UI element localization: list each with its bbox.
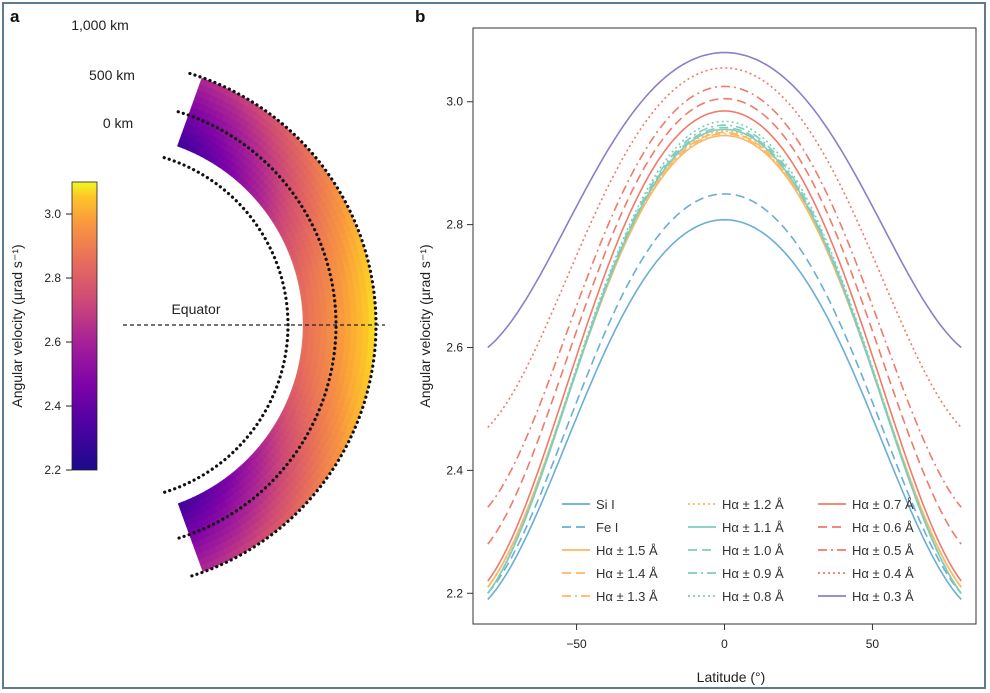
x-axis-ticks: −50 0 50 (566, 624, 879, 651)
equator-label: Equator (171, 301, 220, 317)
colorbar-tick-label: 2.4 (44, 399, 61, 413)
series-line-11 (487, 97, 962, 545)
legend-label-4: Hα ± 1.3 Å (596, 589, 658, 604)
y-axis-title: Angular velocity (µrad s⁻¹) (417, 244, 433, 407)
legend-label-1: Fe I (596, 520, 618, 535)
shell-cell (199, 77, 210, 88)
y-tick-label: 2.8 (446, 218, 463, 232)
legend-label-6: Hα ± 1.1 Å (722, 520, 784, 535)
height-label-500km: 500 km (89, 67, 135, 83)
colorbar-label: Angular velocity (µrad s⁻¹) (9, 244, 25, 407)
series-line-9 (487, 120, 962, 594)
height-contour-500km (176, 110, 338, 540)
panel-a-letter: a (10, 7, 20, 26)
line-series (487, 51, 962, 600)
colorbar-ticks: 2.2 2.4 2.6 2.8 3.0 (44, 207, 72, 477)
y-axis-ticks: 2.2 2.4 2.6 2.8 3.0 (446, 95, 473, 600)
series-line-0 (487, 218, 962, 600)
legend-label-13: Hα ± 0.4 Å (852, 566, 914, 581)
legend-label-11: Hα ± 0.6 Å (852, 520, 914, 535)
y-tick-label: 2.2 (446, 586, 463, 600)
legend-label-2: Hα ± 1.5 Å (596, 543, 658, 558)
legend-label-9: Hα ± 0.8 Å (722, 589, 784, 604)
colorbar-tick-label: 2.8 (44, 271, 61, 285)
legend: Si I Fe I Hα ± 1.5 Å Hα ± 1.4 Å Hα ± 1.3 Å Hα… (562, 497, 914, 604)
series-line-5 (487, 130, 962, 588)
x-tick-label: −50 (566, 637, 587, 651)
panel-b: 2.2 2.4 2.6 2.8 3.0 −50 0 50 Si I Fe I Hα ± 1.5 … (417, 27, 977, 685)
legend-label-3: Hα ± 1.4 Å (596, 566, 658, 581)
y-tick-label: 2.4 (446, 463, 463, 477)
y-tick-label: 3.0 (446, 95, 463, 109)
x-tick-label: 50 (866, 637, 880, 651)
colorbar-tick-label: 2.2 (44, 463, 61, 477)
series-line-7 (487, 126, 962, 594)
colorbar-tick-label: 2.6 (44, 335, 61, 349)
series-line-6 (487, 128, 962, 594)
legend-label-14: Hα ± 0.3 Å (852, 589, 914, 604)
series-line-14 (487, 51, 962, 349)
legend-label-10: Hα ± 0.7 Å (852, 497, 914, 512)
y-tick-label: 2.6 (446, 341, 463, 355)
legend-label-5: Hα ± 1.2 Å (722, 497, 784, 512)
panel-a: 1,000 km 500 km 0 km Equator 2.22.42.62.… (9, 17, 385, 579)
series-line-1 (487, 193, 962, 594)
legend-label-0: Si I (596, 497, 615, 512)
rotation-shell-map (177, 77, 376, 572)
legend-label-12: Hα ± 0.5 Å (852, 543, 914, 558)
x-axis-title: Latitude (°) (697, 669, 766, 685)
colorbar (71, 181, 98, 471)
x-tick-label: 0 (721, 637, 728, 651)
height-label-1000km: 1,000 km (71, 17, 129, 33)
series-line-10 (487, 110, 962, 582)
legend-label-7: Hα ± 1.0 Å (722, 543, 784, 558)
legend-label-8: Hα ± 0.9 Å (722, 566, 784, 581)
colorbar-tick-label: 3.0 (44, 207, 61, 221)
series-line-12 (487, 85, 962, 508)
series-line-3 (487, 131, 962, 588)
height-label-0km: 0 km (103, 115, 133, 131)
panel-b-letter: b (415, 7, 425, 26)
series-line-13 (487, 67, 962, 428)
